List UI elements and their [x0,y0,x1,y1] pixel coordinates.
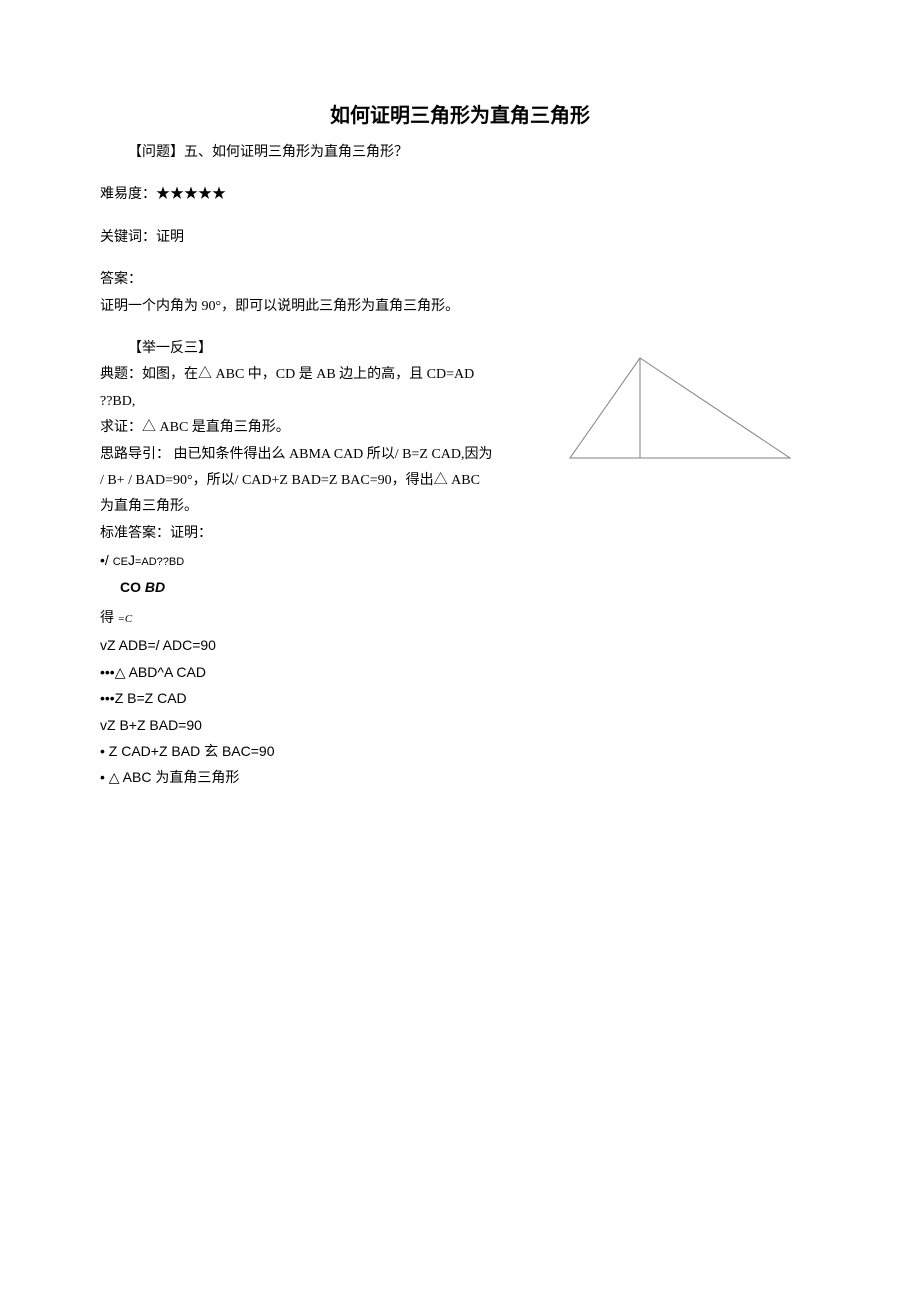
page-title: 如何证明三角形为直角三角形 [100,100,820,132]
proof-step-1a: •/ [100,552,113,568]
answer-text: 证明一个内角为 90°，即可以说明此三角形为直角三角形。 [100,296,820,318]
proof-step-7: • Z CAD+Z BAD 玄 BAC=90 [100,740,820,762]
proof-formula-bd: BD [145,579,165,595]
thought-line-1: 思路导引： 由已知条件得出么 ABMA CAD 所以/ B=Z CAD,因为 [100,444,600,466]
proof-formula: CO BD [120,576,820,598]
proof-step-1c: J [128,552,135,568]
proof-formula-co: CO [120,579,141,595]
triangle-outline [570,358,790,458]
example-line-2: ??BD, [100,391,600,413]
proof-step-8: • △ ABC 为直角三角形 [100,766,820,788]
document-page: 如何证明三角形为直角三角形 【问题】五、如何证明三角形为直角三角形？ 难易度：★… [0,0,920,1303]
proof-step-2a: 得 [100,611,118,626]
example-text-column: 【举一反三】 典题：如图，在△ ABC 中，CD 是 AB 边上的高，且 CD=… [100,338,600,545]
proof-step-1b: CE [113,556,128,568]
keyword-value: 证明 [156,230,184,245]
proof-step-2: 得 =C [100,608,820,630]
proof-step-6: vZ B+Z BAD=90 [100,714,820,736]
keyword-label: 关键词： [100,230,156,245]
proof-step-1d: =AD??BD [135,556,184,568]
example-block: 【举一反三】 典题：如图，在△ ABC 中，CD 是 AB 边上的高，且 CD=… [100,338,820,545]
thought-line-3: 为直角三角形。 [100,496,600,518]
question-line: 【问题】五、如何证明三角形为直角三角形？ [100,142,820,164]
triangle-svg [560,348,800,468]
proof-step-2b: =C [118,613,133,625]
proof-step-5: •••Z B=Z CAD [100,687,820,709]
proof-step-4: •••△ ABD^A CAD [100,661,820,683]
variation-label: 【举一反三】 [100,338,600,360]
proof-step-1: •/ CEJ=AD??BD [100,549,820,572]
difficulty-row: 难易度：★★★★★ [100,184,820,206]
triangle-figure [560,348,800,476]
thought-line-2: / B+ / BAD=90°，所以/ CAD+Z BAD=Z BAC=90，得出… [100,470,600,492]
answer-label: 答案： [100,269,820,291]
difficulty-label: 难易度： [100,187,156,202]
std-answer-label: 标准答案：证明： [100,523,600,545]
difficulty-stars: ★★★★★ [156,187,226,202]
keyword-row: 关键词：证明 [100,227,820,249]
example-line-1: 典题：如图，在△ ABC 中，CD 是 AB 边上的高，且 CD=AD [100,364,600,386]
prove-line: 求证：△ ABC 是直角三角形。 [100,417,600,439]
proof-step-3: vZ ADB=/ ADC=90 [100,634,820,656]
